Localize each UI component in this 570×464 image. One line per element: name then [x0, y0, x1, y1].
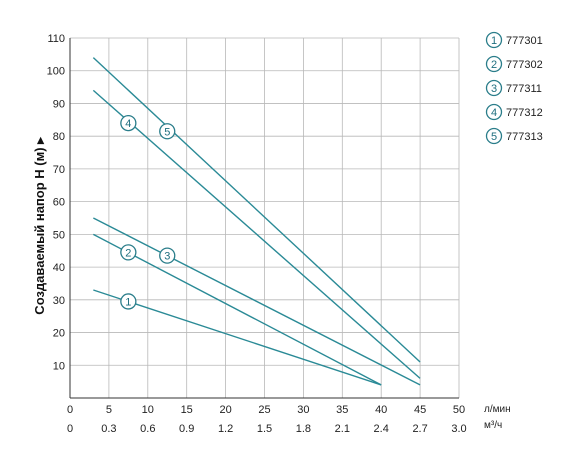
y-tick-label: 40 [53, 262, 65, 274]
y-tick-labels: 10 20 30 40 50 60 70 80 90 100 110 [47, 33, 65, 372]
x2-tick-label: 0.9 [179, 423, 194, 435]
x-tick-label: 45 [414, 404, 426, 416]
legend-entry-label: 777301 [506, 35, 543, 47]
x2-tick-label: 3.0 [451, 423, 466, 435]
y-tick-label: 50 [53, 229, 65, 241]
series-marker-number-1: 1 [125, 296, 131, 308]
x-axis-unit-m3h: м³/ч [484, 420, 502, 431]
y-axis-label: Создаваемый напор H (м) ▸ [32, 136, 47, 315]
series-line-4 [92, 89, 421, 379]
legend-marker-number: 5 [491, 131, 497, 143]
legend-entry-label: 777312 [506, 107, 543, 119]
series-marker-number-5: 5 [164, 126, 170, 138]
x-tick-label: 25 [258, 404, 270, 416]
y-tick-label: 70 [53, 164, 65, 176]
x-tick-label: 35 [336, 404, 348, 416]
legend-marker-number: 1 [491, 35, 497, 47]
x2-tick-label: 1.8 [296, 423, 311, 435]
x-tick-label: 0 [67, 404, 73, 416]
legend-marker-circle [485, 55, 503, 73]
x-tick-label: 50 [453, 404, 465, 416]
legend-marker-number: 2 [491, 59, 497, 71]
series-line-2 [93, 233, 382, 386]
series-marker-circle-1 [120, 293, 137, 310]
chart-grid [69, 37, 460, 398]
x2-tick-labels: 0 0.3 0.6 0.9 1.2 1.5 1.8 2.1 2.4 2.7 3.0 [67, 423, 467, 435]
legend-marker-circle [485, 79, 503, 97]
series-line-3 [93, 217, 421, 386]
x-tick-labels: 0 5 10 15 20 25 30 35 40 45 50 [67, 404, 465, 416]
x2-tick-label: 0 [67, 423, 73, 435]
series-marker-number-2: 2 [125, 247, 131, 259]
y-tick-label: 60 [53, 197, 65, 209]
series-marker-number-4: 4 [125, 118, 131, 130]
y-tick-label: 30 [53, 295, 65, 307]
legend-marker-number: 4 [491, 107, 497, 119]
x-tick-label: 30 [297, 404, 309, 416]
x-tick-label: 40 [375, 404, 387, 416]
series-line-5 [92, 57, 421, 363]
legend-marker-circle [485, 31, 503, 49]
x2-tick-label: 1.2 [218, 423, 233, 435]
legend-entry-label: 777302 [506, 59, 543, 71]
x2-tick-label: 1.5 [257, 423, 272, 435]
series-lines [92, 57, 421, 386]
series-marker-circle-2 [120, 244, 137, 261]
x2-tick-label: 2.1 [335, 423, 350, 435]
x-tick-label: 10 [142, 404, 154, 416]
series-marker-circle-4 [120, 114, 137, 132]
x2-tick-label: 0.6 [140, 423, 155, 435]
legend-marker-circle [485, 103, 503, 121]
series-marker-circle-3 [159, 247, 176, 264]
x-tick-label: 5 [106, 404, 112, 416]
x-tick-label: 15 [181, 404, 193, 416]
y-tick-label: 20 [53, 328, 65, 340]
x2-tick-label: 2.4 [374, 423, 389, 435]
y-tick-label: 110 [47, 33, 65, 45]
y-tick-label: 100 [47, 66, 65, 78]
legend-marker-number: 3 [491, 83, 497, 95]
y-tick-label: 90 [53, 98, 65, 110]
legend-entry-label: 777313 [506, 131, 543, 143]
x2-tick-label: 0.3 [101, 423, 116, 435]
chart-axes [69, 38, 459, 399]
x2-tick-label: 2.7 [412, 423, 427, 435]
y-tick-label: 80 [53, 131, 65, 143]
legend: 1 777301 2 777302 3 777311 4 777312 5 777313 [485, 31, 543, 145]
series-marker-number-3: 3 [164, 251, 170, 263]
legend-entry-label: 777311 [506, 83, 542, 95]
legend-marker-circle [485, 127, 503, 145]
x-tick-label: 20 [219, 404, 231, 416]
x-axis-unit-lmin: л/мин [484, 404, 511, 415]
series-line-1 [93, 289, 382, 386]
series-marker-circle-5 [159, 123, 176, 140]
y-tick-label: 10 [53, 360, 65, 372]
series-markers: 1 2 3 4 5 [120, 114, 176, 310]
